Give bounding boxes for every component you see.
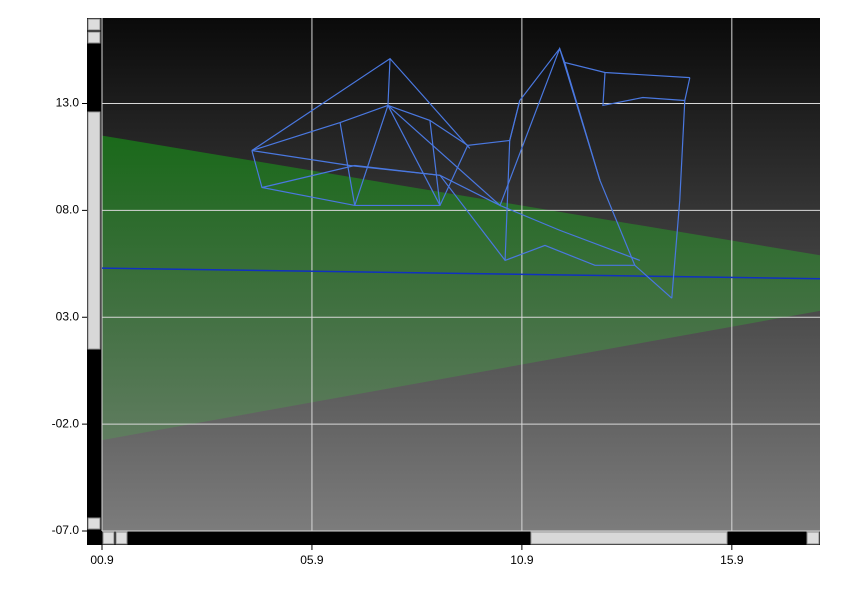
- wire: [602, 72, 685, 107]
- y-tick-label: 08.0: [56, 203, 80, 217]
- y-tick-label: 13.0: [56, 96, 80, 110]
- h-scrollbar[interactable]: [102, 531, 820, 545]
- line: [101, 267, 821, 280]
- x-tick-label: 00.9: [90, 553, 114, 567]
- area: [102, 135, 820, 441]
- wire: [504, 100, 521, 261]
- wire: [671, 77, 691, 299]
- wire: [387, 46, 601, 207]
- y-tick-label: 03.0: [56, 309, 80, 323]
- x-tick-label: 05.9: [300, 553, 324, 567]
- x-tick-label: 10.9: [510, 553, 534, 567]
- v-scrollbar[interactable]: [87, 18, 101, 530]
- x-tick-label: 15.9: [720, 553, 744, 567]
- y-tick-label: -02.0: [52, 416, 80, 430]
- wire: [251, 149, 641, 261]
- y-tick-label: -07.0: [52, 523, 80, 537]
